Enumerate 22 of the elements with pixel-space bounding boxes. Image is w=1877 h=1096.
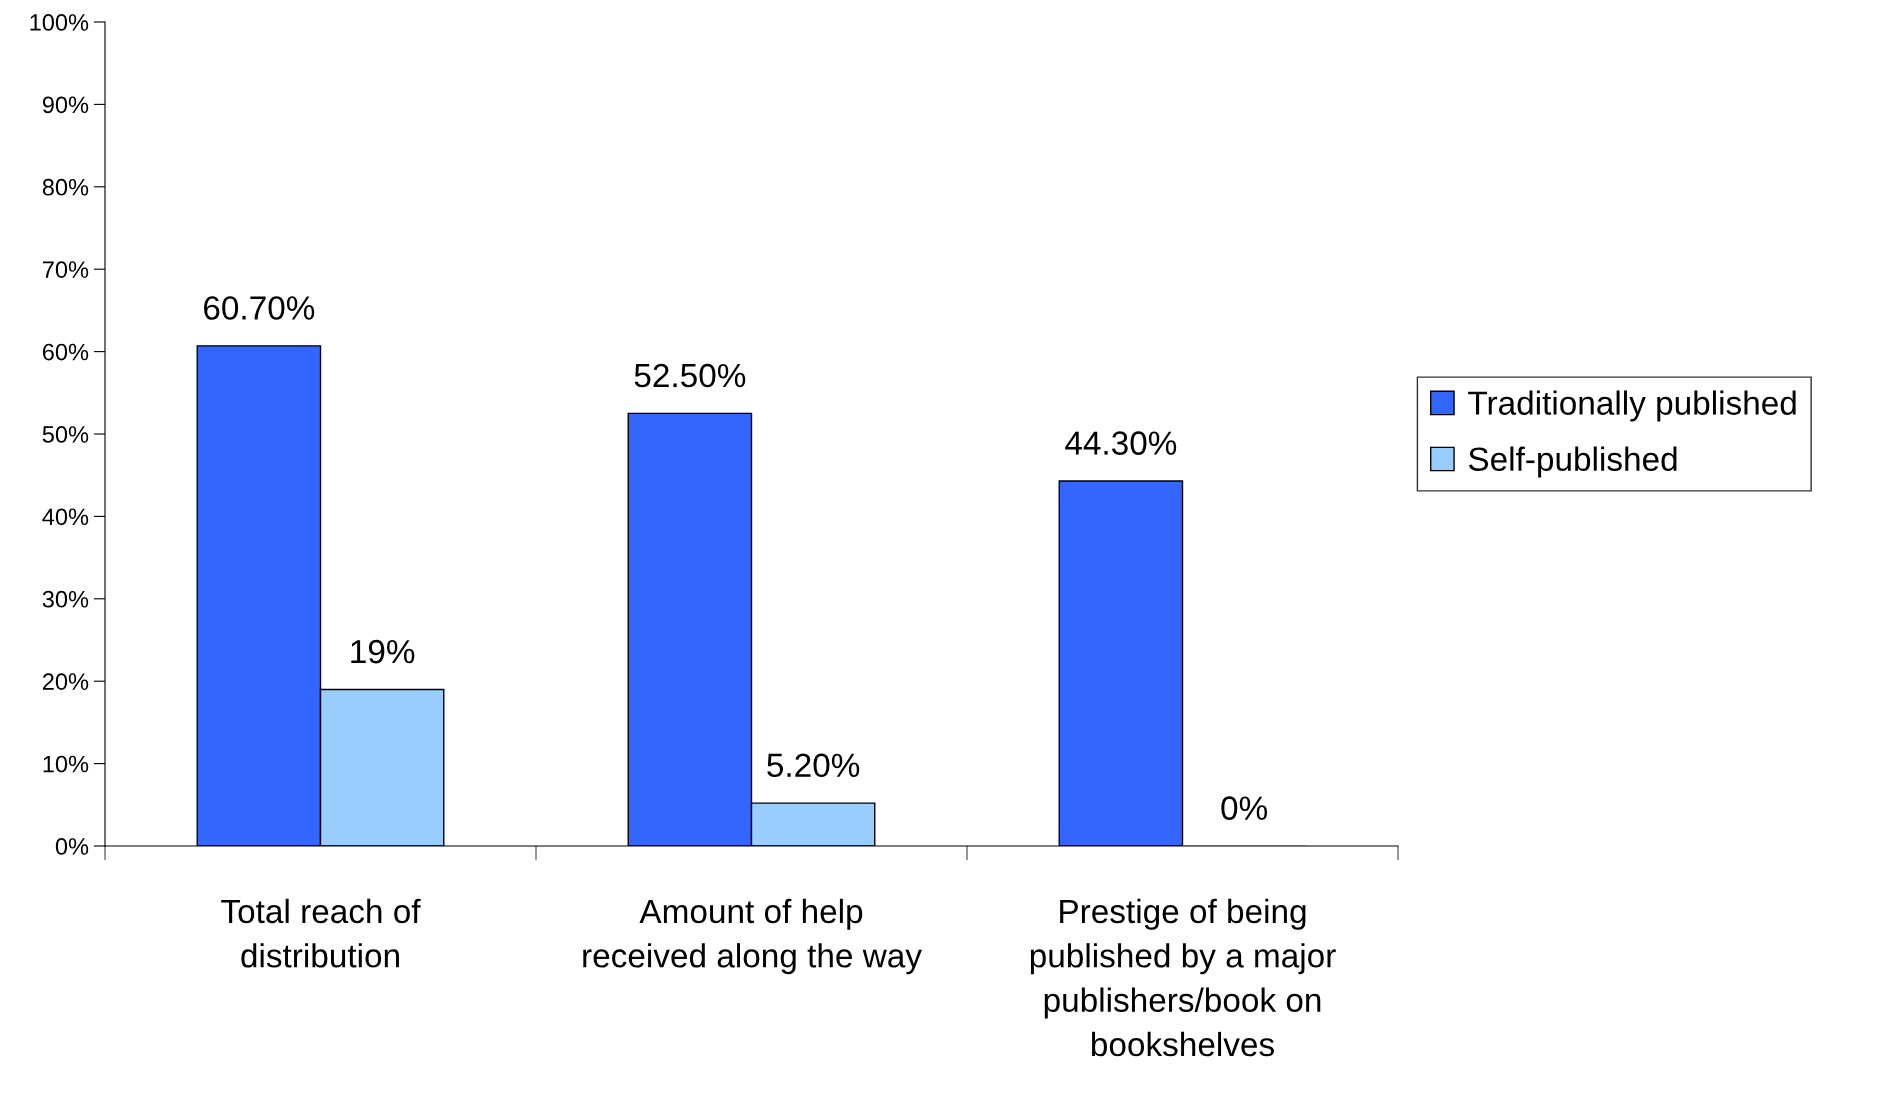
x-tick-label: Amount of help received along the way (583, 898, 922, 975)
x-tick-label: Total reach of distribution (221, 898, 421, 968)
y-tick-label: 100% (30, 14, 89, 31)
y-tick-label: 60% (42, 343, 89, 361)
y-tick-label: 50% (42, 426, 89, 443)
y-tick-label: 80% (42, 178, 89, 196)
data-label: 52.50% (634, 363, 746, 388)
y-tick-label: 10% (43, 755, 89, 773)
legend-label: Self-published (1468, 446, 1677, 478)
y-tick-label: 20% (42, 673, 89, 690)
x-tick-label: Prestige of being published by a major publishers/book on bookshelves (1030, 898, 1336, 1057)
data-label: 60.70% (204, 296, 315, 320)
y-tick-label: 0% (55, 838, 89, 855)
y-tick-label: 40% (42, 508, 89, 526)
data-label: 0% (1221, 796, 1268, 820)
data-label: 19% (351, 639, 415, 664)
y-tick-label: 90% (42, 96, 89, 114)
data-label: 44.30% (1065, 431, 1177, 455)
data-label: 5.20% (767, 753, 860, 778)
y-tick-label: 30% (42, 590, 89, 608)
legend-label: Traditionally published (1468, 390, 1796, 422)
y-tick-label: 70% (42, 261, 89, 278)
